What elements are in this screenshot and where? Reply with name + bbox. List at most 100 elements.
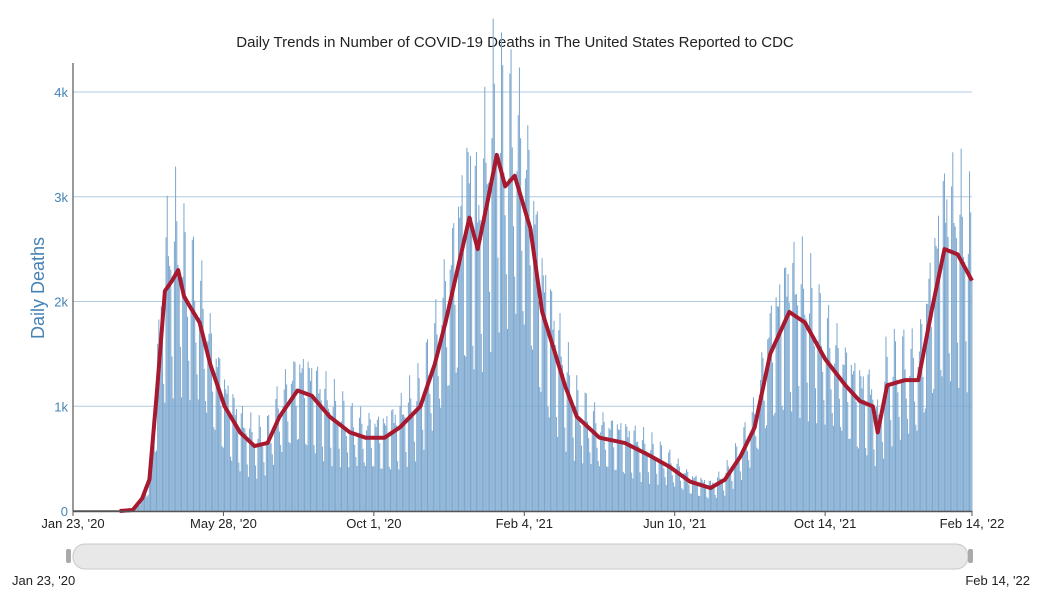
daily-deaths-bar: [918, 351, 920, 511]
daily-deaths-bar: [751, 412, 753, 511]
daily-deaths-bar: [190, 305, 192, 511]
daily-deaths-bar: [526, 169, 528, 512]
daily-deaths-bar: [257, 438, 259, 511]
daily-deaths-bar: [954, 226, 956, 511]
daily-deaths-bar: [318, 393, 320, 511]
daily-deaths-bar: [355, 457, 357, 511]
daily-deaths-bar: [226, 393, 228, 511]
daily-deaths-bar: [681, 488, 683, 511]
range-handle-left[interactable]: [66, 549, 71, 563]
daily-deaths-bar: [150, 455, 152, 511]
daily-deaths-bar: [577, 390, 579, 511]
daily-deaths-bar: [847, 402, 849, 511]
daily-deaths-bar: [571, 402, 573, 511]
daily-deaths-bar: [183, 203, 185, 511]
daily-deaths-bar: [398, 469, 400, 511]
daily-deaths-bar: [141, 496, 143, 511]
daily-deaths-bar: [191, 239, 193, 512]
daily-deaths-bar: [386, 416, 388, 511]
daily-deaths-bar: [598, 466, 600, 511]
daily-deaths-bar: [897, 392, 899, 511]
daily-deaths-bar: [626, 426, 628, 511]
daily-deaths-bar: [726, 460, 728, 511]
daily-deaths-bar: [434, 323, 436, 511]
daily-deaths-bar: [877, 399, 879, 511]
daily-deaths-bar: [951, 186, 953, 511]
daily-deaths-bar: [696, 485, 698, 511]
daily-deaths-bar: [232, 394, 234, 511]
daily-deaths-bar: [637, 441, 639, 511]
daily-deaths-bar: [136, 505, 138, 511]
daily-deaths-bar: [928, 278, 930, 511]
daily-deaths-bar: [345, 436, 347, 511]
range-slider[interactable]: Jan 23, '20 Feb 14, '22: [12, 543, 1030, 588]
daily-deaths-bar: [188, 360, 190, 511]
daily-deaths-bar: [289, 443, 291, 511]
daily-deaths-bar: [746, 451, 748, 511]
daily-deaths-bar: [769, 313, 771, 511]
daily-deaths-bar: [945, 222, 947, 512]
daily-deaths-bar: [447, 385, 449, 511]
daily-deaths-bar: [622, 471, 624, 511]
range-slider-track[interactable]: [72, 543, 969, 570]
daily-deaths-bar: [844, 347, 846, 511]
y-tick-label: 0: [61, 504, 68, 519]
daily-deaths-bar: [924, 408, 926, 511]
daily-deaths-bar: [709, 480, 711, 511]
daily-deaths-bar: [268, 414, 270, 511]
daily-deaths-bar: [662, 461, 664, 511]
daily-deaths-bar: [462, 252, 464, 511]
range-handle-right[interactable]: [968, 549, 973, 563]
daily-deaths-bar: [559, 313, 561, 511]
daily-deaths-bar: [757, 449, 759, 511]
daily-deaths-bar: [258, 415, 260, 511]
daily-deaths-bar: [656, 473, 658, 511]
daily-deaths-bar: [792, 262, 794, 511]
daily-deaths-bar: [838, 398, 840, 511]
daily-deaths-bar: [331, 466, 333, 511]
daily-deaths-bar: [514, 276, 516, 511]
daily-deaths-bar: [253, 444, 255, 511]
daily-deaths-bar: [146, 496, 148, 511]
daily-deaths-bar: [810, 253, 812, 511]
daily-deaths-bar: [251, 432, 253, 511]
daily-deaths-bar: [837, 348, 839, 511]
daily-deaths-bar: [225, 389, 227, 511]
daily-deaths-bar: [510, 49, 512, 511]
daily-deaths-bar: [892, 376, 894, 511]
daily-deaths-bar: [799, 418, 801, 511]
daily-deaths-bar: [378, 416, 380, 511]
daily-deaths-bar: [163, 383, 165, 511]
daily-deaths-bar: [932, 392, 934, 511]
x-tick-label: Feb 4, '21: [496, 516, 553, 531]
daily-deaths-bar: [715, 497, 717, 511]
daily-deaths-bar: [385, 425, 387, 511]
daily-deaths-bar: [167, 256, 169, 511]
daily-deaths-bar: [840, 427, 842, 511]
daily-deaths-bar: [829, 348, 831, 511]
daily-deaths-bar: [958, 387, 960, 511]
daily-deaths-bar: [495, 155, 497, 511]
daily-deaths-bar: [426, 339, 429, 511]
daily-deaths-bar: [811, 287, 813, 511]
daily-deaths-bar: [725, 472, 727, 511]
daily-deaths-bar: [953, 222, 955, 511]
daily-deaths-bar: [961, 216, 963, 511]
daily-deaths-bar: [738, 461, 740, 511]
daily-deaths-bar: [828, 304, 830, 511]
daily-deaths-bar: [570, 398, 572, 511]
daily-deaths-bar: [502, 65, 504, 512]
daily-deaths-bar: [698, 495, 700, 511]
daily-deaths-bar: [404, 416, 406, 511]
daily-deaths-bar: [572, 437, 574, 511]
daily-deaths-bar: [890, 420, 892, 511]
daily-deaths-bar: [694, 477, 696, 511]
daily-deaths-bar: [529, 265, 531, 511]
daily-deaths-bar: [542, 275, 544, 511]
daily-deaths-bar: [140, 497, 142, 511]
daily-deaths-bar: [295, 405, 297, 511]
daily-deaths-bar: [372, 466, 374, 511]
daily-deaths-bar: [623, 473, 625, 511]
daily-deaths-bar: [351, 403, 353, 511]
